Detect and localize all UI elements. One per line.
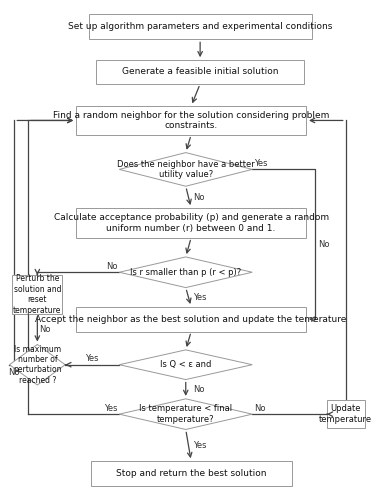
- Text: No: No: [318, 240, 329, 249]
- Polygon shape: [10, 344, 65, 385]
- Text: No: No: [193, 192, 205, 202]
- FancyBboxPatch shape: [76, 208, 306, 238]
- Text: Accept the neighbor as the best solution and update the temerature: Accept the neighbor as the best solution…: [35, 314, 347, 324]
- Polygon shape: [119, 350, 252, 380]
- Text: Find a random neighbor for the solution considering problem
constraints.: Find a random neighbor for the solution …: [53, 111, 329, 130]
- Text: No: No: [106, 262, 117, 271]
- FancyBboxPatch shape: [12, 275, 62, 314]
- Text: No: No: [254, 404, 266, 412]
- Text: Calculate acceptance probability (p) and generate a random
uniform number (r) be: Calculate acceptance probability (p) and…: [54, 213, 329, 233]
- Text: Is temperature < final
temperature?: Is temperature < final temperature?: [139, 404, 232, 424]
- Text: Stop and return the best solution: Stop and return the best solution: [116, 469, 266, 478]
- Text: No: No: [8, 368, 19, 376]
- Polygon shape: [119, 257, 252, 288]
- Text: Is r smaller than p (r < p)?: Is r smaller than p (r < p)?: [130, 268, 242, 277]
- Polygon shape: [119, 152, 252, 186]
- Text: Perturb the
solution and
reset
temperature: Perturb the solution and reset temperatu…: [13, 274, 61, 314]
- Polygon shape: [119, 399, 252, 430]
- FancyBboxPatch shape: [76, 106, 306, 135]
- Text: Yes: Yes: [104, 404, 117, 412]
- Text: Generate a feasible initial solution: Generate a feasible initial solution: [122, 68, 279, 76]
- Text: Is Q < ε and: Is Q < ε and: [160, 360, 211, 369]
- Text: Does the neighbor have a better
utility value?: Does the neighbor have a better utility …: [117, 160, 255, 179]
- Text: Set up algorithm parameters and experimental conditions: Set up algorithm parameters and experime…: [68, 22, 332, 31]
- FancyBboxPatch shape: [91, 461, 292, 486]
- Text: Update
temperature: Update temperature: [319, 404, 372, 424]
- Text: Yes: Yes: [85, 354, 99, 364]
- FancyBboxPatch shape: [96, 60, 304, 84]
- FancyBboxPatch shape: [76, 307, 306, 332]
- Text: No: No: [193, 384, 205, 394]
- Text: Yes: Yes: [254, 159, 267, 168]
- FancyBboxPatch shape: [327, 400, 365, 428]
- FancyBboxPatch shape: [89, 14, 312, 40]
- Text: Is maximum
number of
perturbation
reached ?: Is maximum number of perturbation reache…: [13, 344, 62, 385]
- Text: No: No: [39, 324, 51, 334]
- Text: Yes: Yes: [193, 441, 207, 450]
- Text: Yes: Yes: [193, 292, 207, 302]
